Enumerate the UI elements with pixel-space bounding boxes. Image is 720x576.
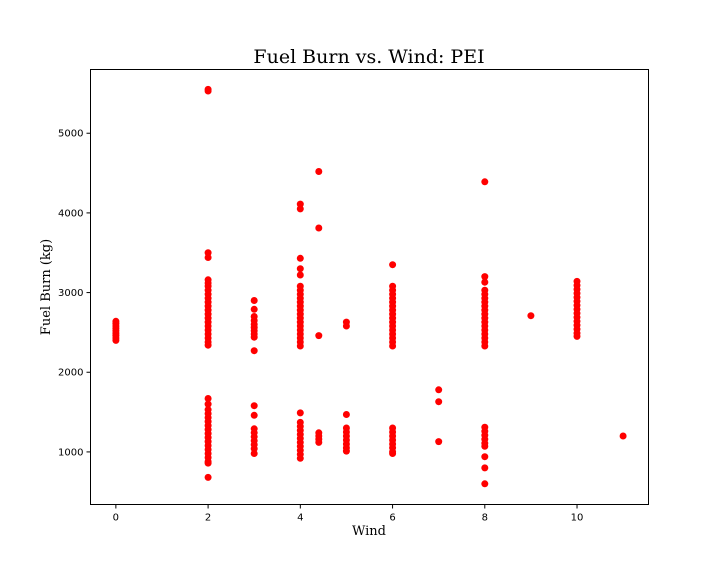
data-point	[296, 409, 304, 417]
y-axis: 1000 2000 3000 4000 5000	[58, 129, 91, 458]
data-point	[250, 297, 258, 304]
data-point	[250, 450, 258, 457]
x-tick-label: 4	[297, 513, 303, 524]
data-point	[204, 473, 212, 481]
y-tick-label: 5000	[58, 129, 83, 140]
y-tick-label: 4000	[58, 208, 83, 219]
y-tick-label: 2000	[58, 368, 83, 379]
data-point	[481, 178, 489, 186]
y-tick-label: 1000	[58, 447, 83, 458]
x-tick-label: 2	[205, 513, 211, 524]
data-point	[250, 411, 258, 419]
data-point	[315, 224, 323, 232]
data-point	[389, 261, 397, 269]
data-point	[296, 454, 304, 462]
data-point	[296, 205, 304, 213]
y-axis-label: Fuel Burn (kg)	[39, 239, 54, 335]
data-point	[389, 342, 397, 350]
x-tick-label: 8	[482, 513, 488, 524]
data-point	[435, 438, 443, 446]
data-point	[342, 447, 350, 455]
data-point	[204, 341, 212, 349]
data-point	[527, 312, 535, 320]
chart-title: Fuel Burn vs. Wind: PEI	[253, 46, 484, 68]
x-tick-label: 0	[113, 513, 119, 524]
data-point	[296, 342, 304, 350]
data-point	[204, 87, 212, 95]
data-point	[204, 395, 212, 402]
data-point	[481, 273, 489, 281]
data-point	[342, 411, 350, 418]
data-point	[619, 432, 627, 440]
data-point	[250, 402, 258, 410]
plot-area	[112, 85, 627, 488]
data-point	[573, 332, 581, 340]
data-point	[204, 254, 212, 261]
y-tick-label: 3000	[58, 288, 83, 299]
plot-frame	[90, 69, 649, 505]
data-point	[204, 459, 212, 467]
data-point	[296, 254, 304, 262]
data-point	[481, 278, 489, 286]
data-point	[296, 200, 304, 208]
data-point	[204, 249, 212, 257]
data-point	[481, 442, 489, 450]
data-point	[250, 445, 258, 453]
x-axis-label: Wind	[352, 524, 386, 539]
data-point	[296, 271, 304, 279]
data-point	[342, 322, 350, 330]
data-point	[481, 464, 489, 472]
data-point	[315, 332, 323, 340]
data-point	[250, 347, 258, 355]
x-axis: 0 2 4 6 8 10	[113, 504, 584, 524]
data-point	[296, 265, 304, 273]
data-point	[250, 305, 258, 313]
data-point	[315, 168, 323, 175]
data-point	[481, 453, 489, 461]
data-point	[435, 398, 443, 406]
data-point	[435, 386, 443, 394]
data-point	[481, 342, 489, 350]
x-tick-label: 6	[389, 513, 395, 524]
data-point	[204, 400, 212, 408]
data-point	[481, 480, 489, 488]
data-point	[250, 333, 258, 341]
data-point	[389, 450, 397, 457]
data-point	[112, 317, 120, 325]
x-tick-label: 10	[571, 513, 584, 524]
data-point	[315, 438, 323, 446]
